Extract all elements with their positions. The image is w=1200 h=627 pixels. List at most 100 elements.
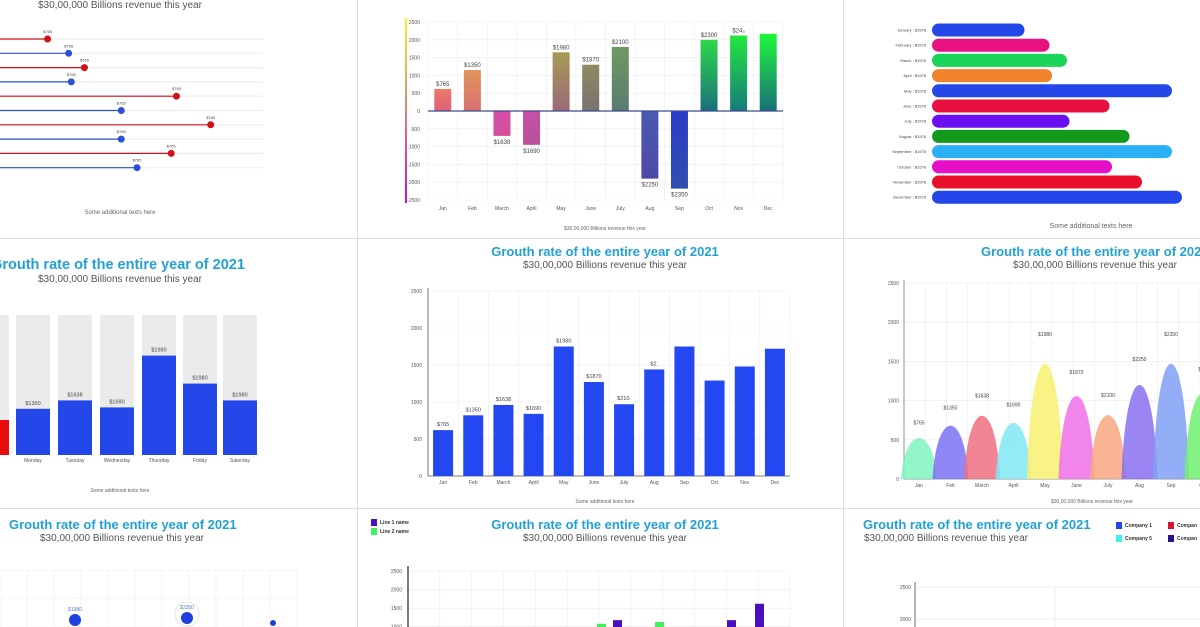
- lollipop-dot: [172, 92, 180, 100]
- hbar-label: January : $1578: [897, 28, 926, 33]
- legend-label: Company 5: [1125, 535, 1152, 542]
- bell-value-label: $1870: [1070, 370, 1084, 376]
- legend-swatch: [371, 528, 377, 535]
- x-tick-label: April: [527, 206, 537, 212]
- dot: [181, 612, 193, 624]
- y-tick-label: 1500: [888, 359, 899, 365]
- divider: [0, 508, 1200, 509]
- bar-value-label: $2250: [642, 183, 659, 189]
- lollipop-footer: Some additional texts here: [84, 210, 156, 216]
- x-tick-label: May: [1040, 483, 1050, 489]
- bar: [583, 382, 604, 476]
- x-tick-label: March: [496, 480, 510, 486]
- x-tick-label: Friday: [193, 458, 207, 464]
- bar-value-label: $210.: [617, 396, 631, 402]
- hbar: [932, 145, 1172, 159]
- y-tick-label: -1500: [407, 162, 420, 168]
- lollipop-label: $765: [172, 86, 182, 91]
- hbar-label: November : $1578: [893, 180, 927, 185]
- x-tick-label: Sep: [680, 480, 689, 486]
- grouped-title: Grouth rate of the entire year of 2021: [491, 517, 719, 532]
- bar-value-label: $2350: [671, 193, 688, 199]
- x-tick-label: Aug: [1135, 483, 1144, 489]
- lollipop-label: $765: [206, 115, 216, 120]
- hbar-label: March : $1578: [900, 58, 926, 63]
- x-tick-label: Feb: [946, 483, 955, 489]
- bell-shape: [901, 438, 937, 479]
- x-tick-label: May: [556, 206, 566, 212]
- x-tick-label: March: [975, 483, 989, 489]
- dot: [270, 620, 276, 626]
- bar: [523, 111, 541, 145]
- dot: [69, 614, 81, 626]
- hbar-label: July : $1578: [904, 119, 926, 124]
- hbar: [932, 53, 1067, 67]
- monthly-subtitle: $30,00,000 Billions revenue this year: [523, 260, 687, 271]
- lollipop-label: $765: [133, 158, 143, 163]
- bell-shape: [1058, 396, 1095, 479]
- bar: [463, 415, 484, 476]
- bell-value-label: $1350: [944, 405, 958, 411]
- x-tick-label: Jan: [439, 206, 447, 212]
- bar: [730, 35, 748, 111]
- bell-value-label: $2250: [1133, 357, 1147, 363]
- bell-value-label: $1690: [1007, 402, 1021, 408]
- bar: [100, 407, 134, 455]
- hbar-label: August : $1578: [899, 134, 927, 139]
- x-tick-label: Wednesday: [104, 458, 131, 464]
- y-tick-label: 1500: [411, 363, 422, 369]
- y-tick-label: 2500: [900, 585, 911, 591]
- company-title: Grouth rate of the entire year of 2021: [863, 517, 1091, 532]
- x-tick-label: Jan: [439, 480, 447, 486]
- bar-value-label: $24₀: [732, 29, 745, 35]
- bar-series-2: [655, 621, 664, 627]
- bar: [704, 380, 725, 476]
- bar-value-label: $1870: [582, 58, 599, 64]
- x-tick-label: June: [1071, 483, 1082, 489]
- bell-value-label: $765: [913, 420, 924, 426]
- bell-value-label: $1638: [975, 394, 989, 400]
- divider: [357, 0, 358, 627]
- x-tick-label: April: [529, 480, 539, 486]
- y-tick-label: 1000: [888, 399, 899, 405]
- bar: [142, 355, 176, 455]
- legend-label: Compan: [1177, 522, 1197, 529]
- bar-background: [0, 315, 9, 455]
- divider: [0, 238, 1200, 239]
- hbar-footer: Some additional texts here: [1050, 223, 1133, 230]
- bar: [552, 52, 570, 111]
- lollipop-label: $765: [117, 101, 127, 106]
- bar-value-label: $1870: [586, 374, 601, 380]
- hbar: [932, 175, 1142, 189]
- weekday-footer: Some additional texts here: [90, 488, 149, 494]
- lollipop-label: $765: [67, 72, 77, 77]
- dot-subtitle: $30,00,000 Billions revenue this year: [40, 533, 204, 544]
- hbar: [932, 114, 1070, 128]
- bar: [493, 111, 511, 136]
- x-tick-label: Dec: [770, 480, 779, 486]
- bar-value-label: $1980: [553, 45, 570, 51]
- y-tick-label: 500: [412, 91, 421, 97]
- x-tick-label: Dec: [764, 206, 773, 212]
- legend-swatch: [1116, 522, 1122, 529]
- lollipop-label: $765: [117, 129, 127, 134]
- legend-item: Company 5: [1116, 535, 1152, 542]
- y-tick-label: 1500: [409, 56, 420, 62]
- hbar-label: April : $1578: [904, 73, 927, 78]
- legend-item: Line 2 name: [371, 528, 409, 535]
- x-tick-label: Aug: [650, 480, 659, 486]
- bell-shape: [1121, 384, 1158, 479]
- hbar: [932, 69, 1052, 83]
- bell-value-label: $23: [1198, 367, 1200, 373]
- y-tick-label: 1000: [411, 400, 422, 406]
- y-tick-label: 0: [417, 109, 420, 115]
- monthly-title: Grouth rate of the entire year of 2021: [491, 244, 719, 259]
- x-tick-label: July: [620, 480, 629, 486]
- dot-value-label: $2350: [180, 605, 194, 611]
- x-tick-label: Nov: [740, 480, 749, 486]
- bar: [582, 64, 600, 111]
- x-tick-label: Sep: [675, 206, 684, 212]
- bell-shape: [1027, 363, 1063, 479]
- bell-shape: [1153, 363, 1189, 479]
- legend-item: Company 1: [1116, 522, 1152, 529]
